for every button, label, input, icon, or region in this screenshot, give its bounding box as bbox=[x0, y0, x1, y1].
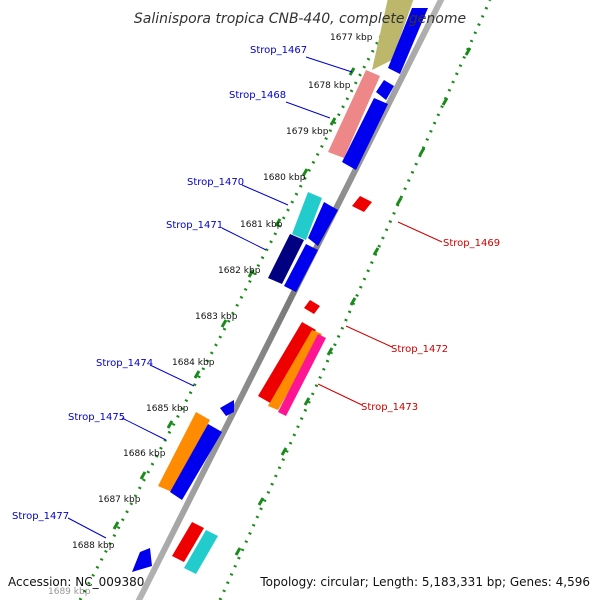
gene-strop-1473-orange[interactable] bbox=[268, 330, 322, 410]
gene-blue-mid[interactable] bbox=[308, 202, 338, 246]
gene-strop-1472-feature[interactable] bbox=[258, 322, 316, 404]
right-gene-labels: Strop_1469 Strop_1472 Strop_1473 bbox=[361, 238, 500, 413]
gene-label-strop-1473[interactable]: Strop_1473 bbox=[361, 402, 418, 413]
gene-blue-upper[interactable] bbox=[388, 8, 428, 74]
gene-strop-1475-feature[interactable] bbox=[158, 412, 210, 492]
gene-strop-1468-feature[interactable] bbox=[328, 70, 380, 158]
kbp-labels: 1677 kbp 1678 kbp 1679 kbp 1680 kbp 1681… bbox=[48, 33, 373, 597]
kbp-label: 1678 kbp bbox=[308, 81, 351, 91]
gene-blue-1476[interactable] bbox=[170, 424, 222, 500]
gene-cyan-bottom[interactable] bbox=[184, 530, 218, 574]
kbp-label: 1689 kbp bbox=[48, 587, 91, 597]
gene-strop-1477-feature[interactable] bbox=[132, 548, 152, 572]
outer-dotted-guide bbox=[218, 0, 492, 600]
kbp-label: 1687 kbp bbox=[98, 495, 141, 505]
gene-strop-1473-feature[interactable] bbox=[278, 334, 326, 416]
kbp-label: 1679 kbp bbox=[286, 127, 329, 137]
gene-red-small[interactable] bbox=[304, 300, 320, 314]
gene-red-bottom[interactable] bbox=[172, 522, 204, 562]
kbp-label: 1686 kbp bbox=[123, 449, 166, 459]
kbp-label: 1682 kbp bbox=[218, 266, 261, 276]
gene-label-strop-1468[interactable]: Strop_1468 bbox=[229, 90, 286, 101]
gene-label-strop-1469[interactable]: Strop_1469 bbox=[443, 238, 500, 249]
kbp-label: 1684 kbp bbox=[172, 358, 215, 368]
tick-marks-outer bbox=[234, 47, 472, 556]
gene-strop-1467-feature[interactable] bbox=[372, 0, 414, 70]
gene-label-strop-1470[interactable]: Strop_1470 bbox=[187, 177, 244, 188]
gene-strop-1470-feature[interactable] bbox=[292, 192, 322, 240]
genome-summary-text: Topology: circular; Length: 5,183,331 bp… bbox=[259, 575, 590, 589]
gene-blue-small[interactable] bbox=[376, 80, 394, 100]
kbp-label: 1681 kbp bbox=[240, 220, 283, 230]
kbp-label: 1683 kbp bbox=[195, 312, 238, 322]
accession-text: Accession: NC_009380 bbox=[8, 575, 144, 589]
left-label-leaders bbox=[67, 56, 353, 539]
gene-blue-lower[interactable] bbox=[284, 244, 318, 292]
left-gene-labels: Strop_1467 Strop_1468 Strop_1470 Strop_1… bbox=[12, 45, 307, 522]
gene-label-strop-1475[interactable]: Strop_1475 bbox=[68, 412, 125, 423]
gene-label-strop-1472[interactable]: Strop_1472 bbox=[391, 344, 448, 355]
gene-label-strop-1467[interactable]: Strop_1467 bbox=[250, 45, 307, 56]
gene-blue-long[interactable] bbox=[342, 98, 388, 170]
right-label-leaders bbox=[317, 221, 443, 406]
map-title: Salinispora tropica CNB-440, complete ge… bbox=[134, 11, 466, 27]
kbp-label: 1685 kbp bbox=[146, 404, 189, 414]
genome-backbone bbox=[135, 0, 445, 600]
gene-label-strop-1477[interactable]: Strop_1477 bbox=[12, 511, 69, 522]
kbp-label: 1688 kbp bbox=[72, 541, 115, 551]
kbp-label: 1680 kbp bbox=[263, 173, 306, 183]
gene-label-strop-1471[interactable]: Strop_1471 bbox=[166, 220, 223, 231]
kbp-label: 1677 kbp bbox=[330, 33, 373, 43]
gene-strop-1469-feature[interactable] bbox=[352, 196, 372, 212]
gene-label-strop-1474[interactable]: Strop_1474 bbox=[96, 358, 153, 369]
gene-strop-1474-feature[interactable] bbox=[220, 400, 234, 416]
gene-strop-1471-feature[interactable] bbox=[268, 234, 304, 284]
